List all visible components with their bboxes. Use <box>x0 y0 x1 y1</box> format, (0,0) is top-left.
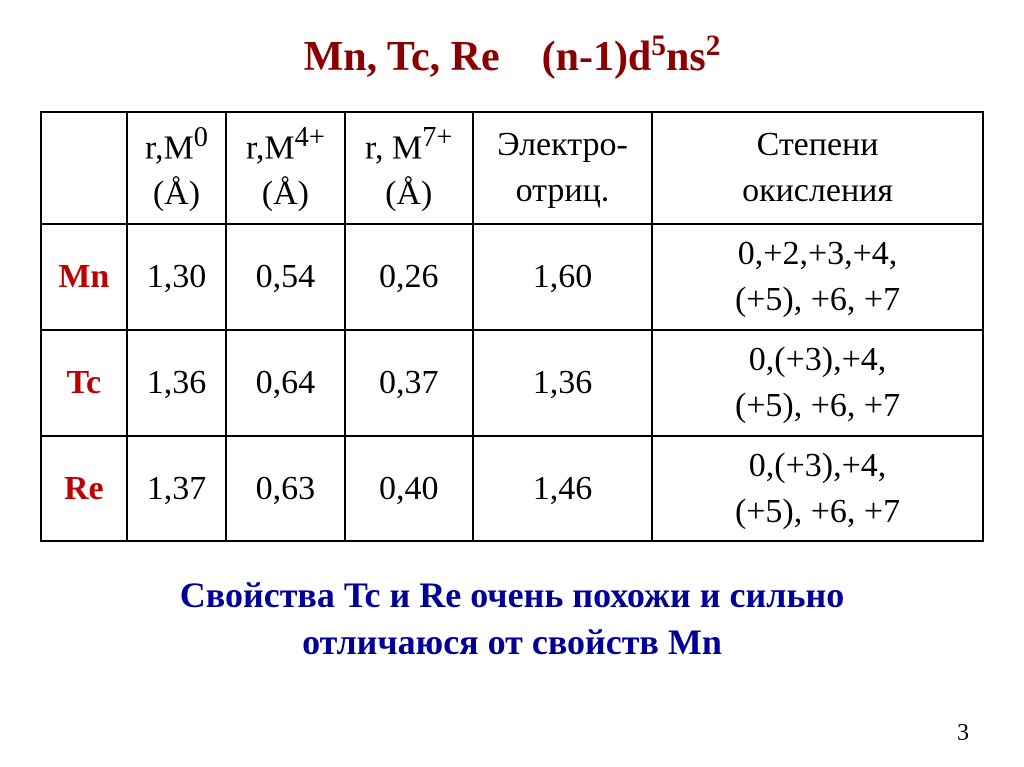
cell-value: 0,63 <box>226 436 344 542</box>
header-col2-sup: 4+ <box>295 122 325 153</box>
cell-oxidation: 0,+2,+3,+4, (+5), +6, +7 <box>652 224 983 330</box>
cell-oxidation: 0,(+3),+4, (+5), +6, +7 <box>652 330 983 436</box>
page-number: 3 <box>957 720 969 747</box>
cell-value: 0,54 <box>226 224 344 330</box>
cell-value: 1,36 <box>473 330 652 436</box>
cell-value: 0,37 <box>345 330 473 436</box>
slide-title: Mn, Tc, Re (n-1)d5ns2 <box>40 30 984 81</box>
header-r-m0: r,M0 (Å) <box>127 112 227 224</box>
cell-l2: (+5), +6, +7 <box>735 493 900 530</box>
cell-l1: 0,+2,+3,+4, <box>738 235 898 272</box>
row-label-tc: Tc <box>41 330 127 436</box>
row-label-mn: Mn <box>41 224 127 330</box>
header-blank <box>41 112 127 224</box>
table-header-row: r,M0 (Å) r,M4+ (Å) r, M7+ (Å) Электро- о… <box>41 112 983 224</box>
header-col2-unit: (Å) <box>262 175 309 212</box>
cell-l2: (+5), +6, +7 <box>735 387 900 424</box>
cell-value: 1,60 <box>473 224 652 330</box>
cell-oxidation: 0,(+3),+4, (+5), +6, +7 <box>652 436 983 542</box>
cell-l1: 0,(+3),+4, <box>749 447 887 484</box>
title-config-prefix: (n-1)d <box>542 34 652 80</box>
header-electronegativity: Электро- отриц. <box>473 112 652 224</box>
header-r-m4: r,M4+ (Å) <box>226 112 344 224</box>
cell-value: 0,40 <box>345 436 473 542</box>
cell-value: 1,37 <box>127 436 227 542</box>
header-col1-unit: (Å) <box>153 175 200 212</box>
header-col1-sup: 0 <box>194 122 208 153</box>
header-col3-sup: 7+ <box>422 122 452 153</box>
footnote-line1: Свойства Tc и Re очень похожи и сильно <box>180 575 844 615</box>
cell-l1: 0,(+3),+4, <box>749 341 887 378</box>
header-col3-unit: (Å) <box>385 175 432 212</box>
header-col2-prefix: r,M <box>246 129 295 166</box>
table-row: Tc 1,36 0,64 0,37 1,36 0,(+3),+4, (+5), … <box>41 330 983 436</box>
header-r-m7: r, M7+ (Å) <box>345 112 473 224</box>
title-sup1: 5 <box>651 30 666 62</box>
footnote-text: Свойства Tc и Re очень похожи и сильно о… <box>40 572 984 666</box>
title-config-mid: ns <box>666 34 706 80</box>
header-col4-l1: Электро- <box>497 126 628 163</box>
table-row: Re 1,37 0,63 0,40 1,46 0,(+3),+4, (+5), … <box>41 436 983 542</box>
title-elements: Mn, Tc, Re <box>304 34 500 80</box>
row-label-re: Re <box>41 436 127 542</box>
cell-value: 1,36 <box>127 330 227 436</box>
cell-value: 1,46 <box>473 436 652 542</box>
cell-value: 0,26 <box>345 224 473 330</box>
header-oxidation: Степени окисления <box>652 112 983 224</box>
header-col3-prefix: r, M <box>365 129 422 166</box>
slide-container: Mn, Tc, Re (n-1)d5ns2 r,M0 (Å) r,M4+ (Å)… <box>0 0 1024 767</box>
cell-value: 1,30 <box>127 224 227 330</box>
header-col1-prefix: r,M <box>145 129 194 166</box>
table-row: Mn 1,30 0,54 0,26 1,60 0,+2,+3,+4, (+5),… <box>41 224 983 330</box>
header-col5-l2: окисления <box>742 172 893 209</box>
header-col5-l1: Степени <box>757 126 879 163</box>
title-sup2: 2 <box>706 30 721 62</box>
properties-table: r,M0 (Å) r,M4+ (Å) r, M7+ (Å) Электро- о… <box>40 111 984 542</box>
header-col4-l2: отриц. <box>516 172 610 209</box>
cell-l2: (+5), +6, +7 <box>735 281 900 318</box>
footnote-line2: отличаюся от свойств Mn <box>302 622 722 662</box>
cell-value: 0,64 <box>226 330 344 436</box>
